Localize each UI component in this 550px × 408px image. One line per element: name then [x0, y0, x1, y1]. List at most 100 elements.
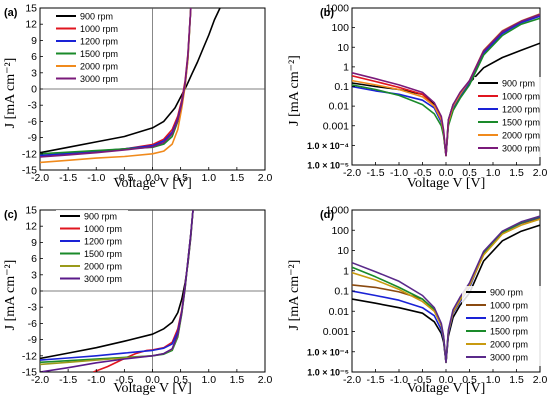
x-tick-label: -2.0 — [31, 172, 49, 184]
series-line-3000-rpm — [352, 215, 540, 364]
x-tick-label: -2.0 — [343, 374, 361, 386]
x-tick-label: 2.0 — [533, 374, 548, 386]
panel-label: (a) — [4, 7, 18, 19]
y-tick-label: 1000 — [326, 205, 350, 217]
legend-background — [474, 77, 544, 157]
legend-label: 1200 rpm — [490, 314, 528, 324]
y-tick-label: 0 — [31, 84, 37, 96]
series-line-3000-rpm — [40, 8, 192, 158]
y-tick-label: 10 — [337, 245, 349, 257]
x-axis-title: Voltage V [V] — [407, 176, 486, 191]
x-tick-label: 1.0 — [486, 374, 501, 386]
y-tick-label: 100 — [331, 22, 349, 34]
x-tick-label: -0.5 — [115, 172, 133, 184]
legend-label: 900 rpm — [490, 288, 523, 298]
x-tick-label: -1.5 — [59, 172, 77, 184]
legend-label: 900 rpm — [80, 12, 113, 22]
y-axis-title: J [mA cm⁻²] — [3, 58, 18, 129]
x-tick-label: 0.0 — [439, 374, 454, 386]
x-tick-label: 1.0 — [486, 167, 501, 179]
y-tick-label: -6 — [28, 116, 37, 128]
x-tick-label: 1.5 — [230, 172, 245, 184]
x-tick-label: 0.0 — [145, 374, 160, 386]
y-tick-label: 0.01 — [329, 306, 350, 318]
legend-label: 1200 rpm — [502, 105, 540, 115]
x-tick-label: 1.5 — [509, 374, 524, 386]
panel-label: (d) — [320, 209, 334, 221]
legend-label: 2000 rpm — [502, 131, 540, 141]
y-tick-label: 12 — [25, 19, 37, 31]
y-tick-label: -12 — [22, 148, 37, 160]
x-tick-label: -0.5 — [413, 167, 431, 179]
legend-label: 1500 rpm — [490, 327, 528, 337]
panel-label: (b) — [320, 7, 334, 19]
legend-label: 1000 rpm — [84, 224, 122, 234]
x-tick-label: -0.5 — [413, 374, 431, 386]
y-tick-label: 100 — [331, 225, 349, 237]
x-tick-label: -1.0 — [87, 172, 105, 184]
y-axis-title: J [mA cm⁻²] — [287, 55, 302, 126]
y-tick-label: -15 — [22, 367, 37, 379]
x-tick-label: 0.5 — [462, 167, 477, 179]
legend-label: 1000 rpm — [80, 24, 118, 34]
y-tick-label: 0 — [31, 286, 37, 298]
y-tick-label: 3 — [31, 269, 37, 281]
x-tick-label: -1.0 — [390, 167, 408, 179]
x-tick-label: 1.0 — [201, 374, 216, 386]
legend-label: 900 rpm — [502, 79, 535, 89]
x-tick-label: -1.5 — [366, 167, 384, 179]
legend-label: 3000 rpm — [80, 74, 118, 84]
legend-label: 2000 rpm — [490, 340, 528, 350]
chart-panel: -2.0 -1.5 -1.0 -0.5 0.0 0.5 1.0 1.5 2.0 1.0 × 10⁻… — [287, 205, 547, 397]
chart-panel: -2.0 -1.5 -1.0 -0.5 0.0 0.5 1.0 1.5 2.0 -15 -12 -9 -… — [3, 3, 272, 192]
y-tick-label: 6 — [31, 253, 37, 265]
x-tick-label: 1.0 — [201, 172, 216, 184]
x-tick-label: 2.0 — [533, 167, 548, 179]
series-lines — [352, 215, 540, 364]
series-lines — [40, 8, 221, 164]
y-tick-label: 0.001 — [323, 120, 349, 132]
y-tick-label: 1.0 × 10⁻⁴ — [307, 347, 349, 357]
series-line-3000-rpm — [352, 13, 540, 157]
y-tick-label: 0.1 — [334, 286, 349, 298]
y-tick-label: -12 — [22, 350, 37, 362]
series-lines — [40, 210, 194, 372]
x-tick-label: -2.0 — [31, 374, 49, 386]
legend-label: 1500 rpm — [84, 249, 122, 259]
x-tick-label: 0.5 — [173, 374, 188, 386]
x-tick-label: -0.5 — [115, 374, 133, 386]
y-tick-label: 6 — [31, 51, 37, 63]
x-tick-label: 0.0 — [145, 172, 160, 184]
y-tick-label: 1.0 × 10⁻⁴ — [307, 141, 349, 151]
legend-label: 1200 rpm — [80, 37, 118, 47]
x-tick-label: 1.5 — [509, 167, 524, 179]
x-tick-label: 0.5 — [462, 374, 477, 386]
legend-background — [56, 210, 128, 287]
y-tick-label: 9 — [31, 237, 37, 249]
series-line-3000-rpm — [40, 210, 194, 372]
y-tick-label: -3 — [28, 100, 37, 112]
panel-label: (c) — [4, 209, 18, 221]
legend-background — [462, 286, 544, 366]
y-tick-label: 0.001 — [323, 326, 349, 338]
x-tick-label: -1.0 — [390, 374, 408, 386]
y-axis-title: J [mA cm⁻²] — [3, 260, 18, 331]
x-tick-label: -1.5 — [366, 374, 384, 386]
legend-label: 1500 rpm — [80, 49, 118, 59]
x-tick-label: 2.0 — [258, 374, 273, 386]
legend: 900 rpm 1000 rpm 1200 rpm 1500 rpm 2000 rpm 3… — [462, 286, 544, 366]
legend-label: 900 rpm — [84, 212, 117, 222]
x-axis-title: Voltage V [V] — [113, 381, 192, 396]
y-tick-label: -3 — [28, 302, 37, 314]
legend: 900 rpm 1000 rpm 1200 rpm 1500 rpm 2000 rpm 3… — [52, 10, 120, 87]
y-tick-label: -9 — [28, 132, 37, 144]
series-lines — [352, 13, 540, 157]
x-tick-label: -2.0 — [343, 167, 361, 179]
y-tick-label: 0.1 — [334, 81, 349, 93]
legend-label: 2000 rpm — [80, 62, 118, 72]
y-tick-label: -15 — [22, 165, 37, 177]
legend-label: 1500 rpm — [502, 118, 540, 128]
y-tick-label: 1 — [343, 265, 349, 277]
y-tick-label: 12 — [25, 221, 37, 233]
